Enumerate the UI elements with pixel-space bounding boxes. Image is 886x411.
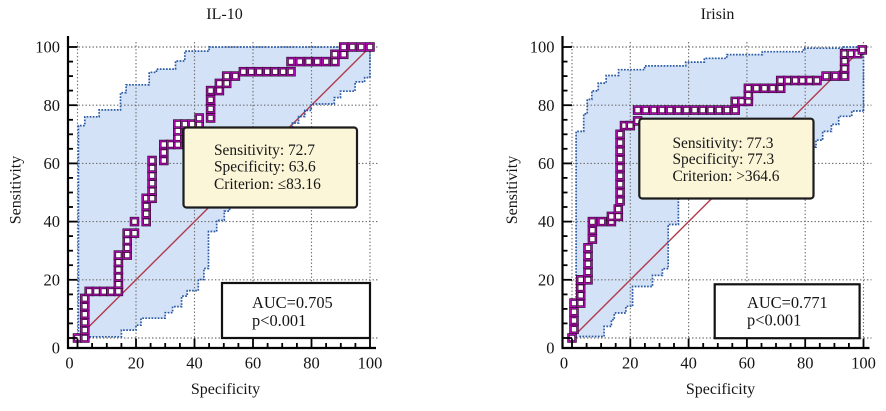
svg-text:20: 20 bbox=[44, 270, 61, 289]
svg-text:Criterion: ≤83.16: Criterion: ≤83.16 bbox=[214, 176, 321, 193]
svg-text:40: 40 bbox=[44, 212, 61, 231]
svg-text:80: 80 bbox=[303, 354, 320, 373]
svg-text:60: 60 bbox=[739, 354, 756, 373]
svg-text:20: 20 bbox=[538, 270, 555, 289]
svg-text:Sensitivity: 77.3: Sensitivity: 77.3 bbox=[673, 135, 774, 152]
svg-text:100: 100 bbox=[530, 38, 555, 57]
svg-text:40: 40 bbox=[186, 354, 203, 373]
svg-text:80: 80 bbox=[538, 96, 555, 115]
svg-text:100: 100 bbox=[358, 354, 383, 373]
svg-text:80: 80 bbox=[797, 354, 814, 373]
svg-text:100: 100 bbox=[851, 354, 876, 373]
svg-text:0: 0 bbox=[560, 354, 568, 373]
svg-text:Sensitivity: Sensitivity bbox=[8, 156, 25, 224]
svg-text:Criterion: >364.6: Criterion: >364.6 bbox=[673, 168, 780, 185]
svg-text:Sensitivity: 72.7: Sensitivity: 72.7 bbox=[214, 142, 315, 159]
svg-text:AUC=0.705: AUC=0.705 bbox=[252, 293, 333, 312]
svg-text:80: 80 bbox=[44, 96, 61, 115]
svg-text:0: 0 bbox=[546, 339, 554, 358]
svg-text:60: 60 bbox=[44, 154, 61, 173]
svg-text:Specificity: 77.3: Specificity: 77.3 bbox=[673, 151, 775, 168]
svg-text:Specificity: Specificity bbox=[686, 381, 755, 398]
svg-text:0: 0 bbox=[65, 354, 73, 373]
svg-text:100: 100 bbox=[35, 38, 60, 57]
svg-text:AUC=0.771: AUC=0.771 bbox=[747, 293, 828, 312]
svg-text:40: 40 bbox=[538, 212, 555, 231]
svg-text:0: 0 bbox=[52, 339, 60, 358]
svg-text:20: 20 bbox=[128, 354, 145, 373]
svg-text:20: 20 bbox=[622, 354, 639, 373]
svg-text:p<0.001: p<0.001 bbox=[747, 311, 801, 330]
svg-text:p<0.001: p<0.001 bbox=[252, 311, 306, 330]
svg-text:60: 60 bbox=[538, 154, 555, 173]
svg-text:Specificity: 63.6: Specificity: 63.6 bbox=[214, 158, 316, 175]
svg-text:Specificity: Specificity bbox=[191, 381, 260, 398]
svg-text:IL-10: IL-10 bbox=[206, 6, 242, 23]
svg-text:Sensitivity: Sensitivity bbox=[504, 156, 521, 224]
svg-text:60: 60 bbox=[245, 354, 262, 373]
svg-text:Irisin: Irisin bbox=[701, 6, 735, 23]
svg-text:40: 40 bbox=[680, 354, 697, 373]
